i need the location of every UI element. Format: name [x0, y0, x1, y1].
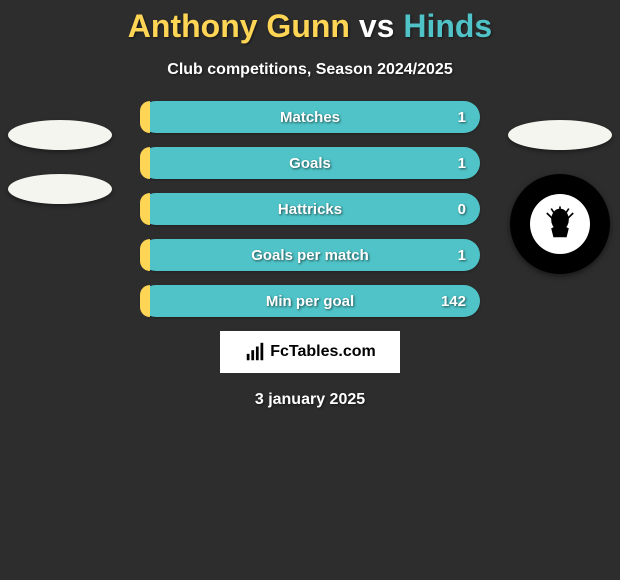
stat-value-right: 1 [458, 109, 466, 126]
stats-container: Matches 1 Goals 1 Hattricks 0 Goals per … [140, 101, 480, 317]
stat-label: Goals [289, 155, 331, 172]
stat-left-accent [140, 239, 150, 271]
stat-label: Matches [280, 109, 340, 126]
stat-left-accent [140, 147, 150, 179]
stat-row-goals-per-match: Goals per match 1 [140, 239, 480, 271]
player1-name: Anthony Gunn [128, 8, 350, 44]
stat-left-accent [140, 285, 150, 317]
stat-value-right: 1 [458, 247, 466, 264]
player2-name: Hinds [403, 8, 492, 44]
stat-left-accent [140, 101, 150, 133]
player1-placeholder-1 [8, 120, 112, 150]
stat-row-min-per-goal: Min per goal 142 [140, 285, 480, 317]
vs-text: vs [359, 8, 395, 44]
stat-label: Goals per match [251, 247, 369, 264]
player1-placeholder-2 [8, 174, 112, 204]
stat-value-right: 142 [441, 293, 466, 310]
player2-avatar-zone [508, 120, 612, 274]
stat-value-right: 1 [458, 155, 466, 172]
comparison-title: Anthony Gunn vs Hinds [0, 0, 620, 45]
stat-value-right: 0 [458, 201, 466, 218]
stat-row-goals: Goals 1 [140, 147, 480, 179]
fctables-logo: FcTables.com [220, 331, 400, 373]
logo-text: FcTables.com [270, 343, 376, 361]
subtitle: Club competitions, Season 2024/2025 [0, 61, 620, 79]
thistle-icon [530, 194, 590, 254]
stat-row-matches: Matches 1 [140, 101, 480, 133]
stat-label: Hattricks [278, 201, 342, 218]
stat-row-hattricks: Hattricks 0 [140, 193, 480, 225]
date-text: 3 january 2025 [0, 391, 620, 409]
player1-avatar-zone [8, 120, 112, 204]
stat-left-accent [140, 193, 150, 225]
club-badge [510, 174, 610, 274]
stat-label: Min per goal [266, 293, 354, 310]
chart-icon [244, 341, 266, 363]
player2-placeholder [508, 120, 612, 150]
